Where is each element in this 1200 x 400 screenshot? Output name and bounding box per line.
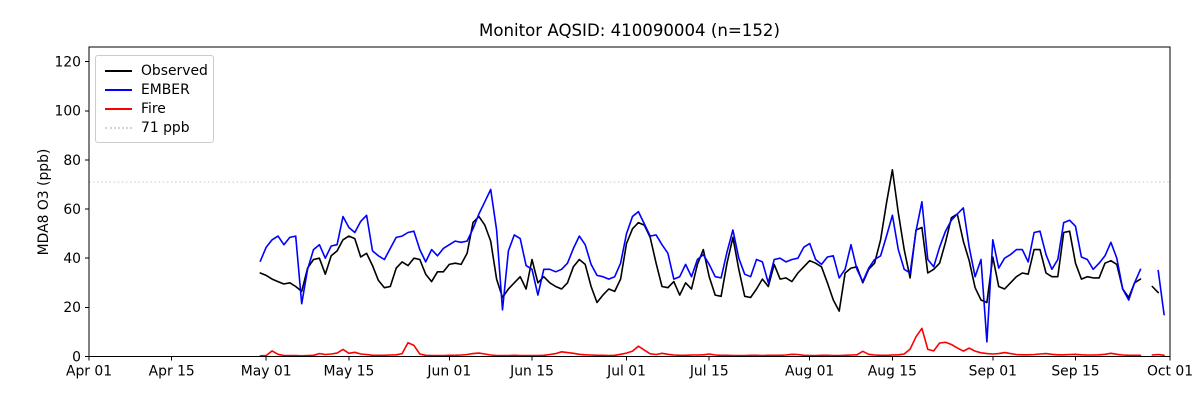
- legend-item-71-ppb: 71 ppb: [105, 118, 205, 137]
- x-tick-label: Jul 15: [689, 364, 729, 380]
- x-tick-label: Apr 15: [149, 364, 195, 380]
- legend-item-ember: EMBER: [105, 80, 205, 99]
- x-tick-label: Oct 01: [1147, 364, 1193, 380]
- plot-border: [88, 46, 1171, 357]
- x-tick-label: Jun 15: [509, 364, 554, 380]
- y-tick-label: 100: [54, 104, 81, 120]
- x-tick-label: Aug 01: [785, 364, 834, 380]
- x-tick-label: May 01: [241, 364, 292, 380]
- legend-item-fire: Fire: [105, 99, 205, 118]
- series-fire-line: [259, 327, 1165, 357]
- series-ember-line: [259, 188, 1165, 343]
- x-tick-label: Aug 15: [868, 364, 917, 380]
- y-axis-label: MDA8 O3 (ppb): [36, 148, 52, 256]
- x-tick-label: Sep 15: [1051, 364, 1099, 380]
- x-tick-label: Apr 01: [66, 364, 112, 380]
- legend-label: Observed: [141, 62, 208, 79]
- x-tick-label: Jul 01: [606, 364, 646, 380]
- legend-line-swatch-icon: [105, 88, 132, 91]
- y-tick-label: 20: [63, 300, 81, 316]
- legend-line-swatch-icon: [105, 69, 132, 72]
- y-tick-label: 80: [63, 153, 81, 169]
- legend-line-swatch-icon: [105, 126, 132, 129]
- y-tick-label: 120: [54, 55, 81, 71]
- legend-item-observed: Observed: [105, 61, 208, 80]
- x-tick-label: May 15: [324, 364, 375, 380]
- y-tick-label: 0: [72, 349, 81, 365]
- x-tick-label: Sep 01: [969, 364, 1017, 380]
- y-tick-label: 60: [63, 202, 81, 218]
- legend-line-swatch-icon: [105, 107, 132, 110]
- legend-label: EMBER: [141, 81, 190, 98]
- legend-label: Fire: [141, 100, 166, 117]
- legend-label: 71 ppb: [141, 119, 190, 136]
- legend-box: Observed EMBER Fire 71 ppb: [95, 55, 214, 143]
- chart-title: Monitor AQSID: 410090004 (n=152): [479, 21, 780, 40]
- x-tick-label: Jun 01: [426, 364, 471, 380]
- y-tick-label: 40: [63, 251, 81, 267]
